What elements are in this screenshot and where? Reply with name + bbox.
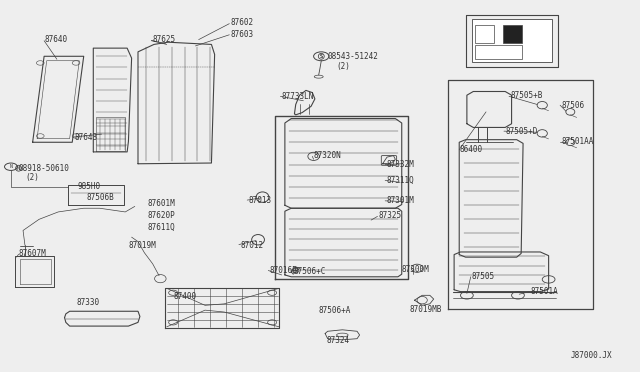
Bar (475, 25, 494, 42)
Text: S: S (320, 54, 323, 59)
Text: 87311Q: 87311Q (387, 176, 414, 185)
Text: 87012: 87012 (240, 241, 263, 250)
Text: 87501A: 87501A (531, 287, 559, 296)
Text: N: N (10, 164, 12, 169)
Text: 87400: 87400 (173, 292, 196, 301)
Text: 87320N: 87320N (314, 151, 341, 160)
Text: 87601M: 87601M (148, 199, 175, 208)
Text: 87019MB: 87019MB (410, 305, 442, 314)
Text: 87019M: 87019M (129, 241, 156, 250)
Text: 87330: 87330 (76, 298, 99, 307)
Text: 87620P: 87620P (148, 211, 175, 220)
Text: 87301M: 87301M (387, 196, 414, 205)
Bar (472, 19, 552, 62)
Text: 87325: 87325 (379, 211, 402, 220)
Text: (2): (2) (25, 173, 39, 182)
Text: 87640: 87640 (44, 35, 67, 44)
Text: 87506+C: 87506+C (293, 267, 326, 276)
Text: 87505+D: 87505+D (505, 126, 538, 136)
Text: 87332M: 87332M (387, 160, 414, 169)
Text: 87506: 87506 (561, 101, 584, 110)
Text: 87300M: 87300M (402, 265, 429, 274)
Text: 87603: 87603 (230, 29, 253, 39)
Text: 87505: 87505 (472, 272, 495, 281)
Text: 87625: 87625 (153, 35, 176, 44)
Text: 08918-50610: 08918-50610 (19, 164, 70, 173)
Text: 87505+B: 87505+B (510, 91, 543, 100)
Text: 86400: 86400 (460, 145, 483, 154)
Text: 87733LN: 87733LN (282, 92, 314, 101)
Bar (475, 45, 522, 59)
Text: S: S (320, 54, 323, 59)
Text: 87013: 87013 (248, 196, 271, 205)
Text: 87016P: 87016P (269, 266, 298, 275)
Text: 87643: 87643 (74, 133, 97, 142)
Text: 87506+A: 87506+A (319, 306, 351, 315)
Text: 87602: 87602 (230, 19, 253, 28)
Text: 87506B: 87506B (87, 193, 115, 202)
Text: 87501AA: 87501AA (561, 137, 594, 146)
Text: J87000.JX: J87000.JX (570, 351, 612, 360)
Text: N: N (17, 166, 20, 171)
Text: 87324: 87324 (326, 336, 349, 346)
Text: 87607M: 87607M (19, 249, 46, 258)
Text: (2): (2) (336, 62, 350, 71)
Text: 08543-51242: 08543-51242 (328, 52, 378, 61)
Bar (502, 25, 522, 42)
Text: 985H0: 985H0 (77, 182, 100, 191)
Text: 87611Q: 87611Q (148, 223, 175, 232)
